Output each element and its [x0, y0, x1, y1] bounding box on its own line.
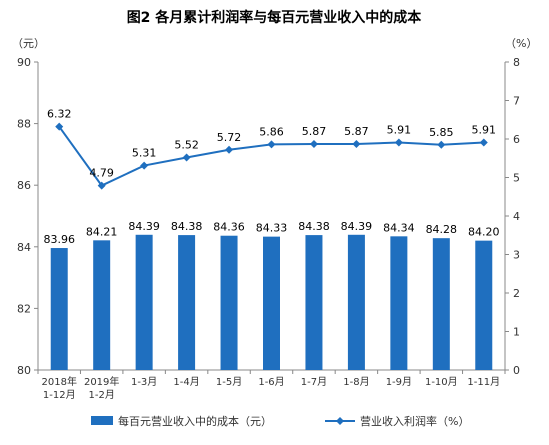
bar-data-label: 84.39 [341, 220, 373, 233]
x-tick-label: 1-11月 [467, 376, 500, 388]
line-point-marker [479, 138, 488, 147]
line-data-label: 5.31 [132, 147, 157, 160]
line-point-marker [55, 122, 64, 131]
bar [432, 238, 450, 370]
legend-line-label: 营业收入利润率（%） [360, 414, 469, 428]
left-tick-label: 86 [17, 179, 31, 192]
x-tick-label: 1-9月 [386, 376, 412, 388]
x-tick-label: 1-2月 [89, 389, 115, 401]
line-data-label: 5.87 [344, 125, 369, 138]
legend: 每百元营业收入中的成本（元） 营业收入利润率（%） [91, 414, 469, 428]
x-tick-label: 1-3月 [131, 376, 157, 388]
chart-title: 图2 各月累计利润率与每百元营业收入中的成本 [127, 9, 423, 26]
line-data-label: 6.32 [47, 108, 72, 121]
bar [135, 234, 153, 370]
right-tick-label: 4 [513, 210, 520, 223]
bar [390, 236, 408, 370]
bar-data-label: 84.36 [213, 221, 245, 234]
line-data-label: 5.91 [387, 123, 412, 136]
right-tick-label: 8 [513, 56, 520, 69]
left-tick-label: 82 [17, 302, 31, 315]
line-point-marker [182, 153, 191, 162]
line-data-label: 5.91 [472, 123, 497, 136]
bar-data-label: 84.28 [426, 223, 458, 236]
bar [178, 235, 196, 370]
right-tick-label: 7 [513, 95, 520, 108]
x-tick-label: 1-6月 [258, 376, 284, 388]
legend-bar-swatch [91, 416, 113, 425]
bar-data-label: 83.96 [43, 233, 75, 246]
x-tick-label: 1-7月 [301, 376, 327, 388]
line-point-marker [309, 140, 318, 149]
bar [305, 235, 323, 370]
line-data-label: 5.86 [259, 125, 284, 138]
left-axis-unit: （元） [12, 37, 45, 50]
line-data-label: 5.87 [302, 125, 327, 138]
right-tick-label: 2 [513, 287, 520, 300]
line-point-marker [140, 161, 149, 170]
bar [347, 234, 365, 370]
line-point-marker [267, 140, 276, 149]
legend-bar-label: 每百元营业收入中的成本（元） [118, 414, 272, 428]
left-tick-label: 80 [17, 364, 31, 377]
line-data-label: 5.85 [429, 126, 454, 139]
line-data-label: 5.52 [174, 138, 199, 151]
x-tick-label: 1-12月 [43, 389, 76, 401]
bar-data-label: 84.39 [128, 220, 160, 233]
x-tick-label: 2019年 [84, 375, 119, 388]
x-tick-label: 1-5月 [216, 376, 242, 388]
line-point-marker [394, 138, 403, 147]
line-data-label: 5.72 [217, 131, 242, 144]
left-tick-label: 90 [17, 56, 31, 69]
bar [263, 236, 280, 370]
line-point-marker [352, 140, 361, 149]
x-tick-label: 1-10月 [425, 376, 458, 388]
right-tick-label: 3 [513, 249, 520, 262]
bar-data-label: 84.38 [298, 220, 330, 233]
line-point-marker [225, 145, 234, 154]
right-axis-unit: （%） [505, 37, 537, 50]
legend-line-marker [336, 417, 344, 425]
left-tick-label: 88 [17, 118, 31, 131]
bar-data-label: 84.34 [383, 221, 415, 234]
right-tick-label: 1 [513, 326, 520, 339]
x-tick-label: 2018年 [42, 375, 77, 388]
bar [475, 240, 493, 370]
bar [220, 235, 238, 370]
bar-data-label: 84.20 [468, 226, 500, 239]
right-tick-label: 0 [513, 364, 520, 377]
left-tick-label: 84 [17, 241, 31, 254]
bar-data-label: 84.21 [86, 225, 118, 238]
bar-data-label: 84.38 [171, 220, 203, 233]
x-tick-label: 1-8月 [343, 376, 369, 388]
bar [93, 240, 111, 370]
line-point-marker [437, 140, 446, 149]
right-tick-label: 6 [513, 133, 520, 146]
bar [50, 248, 68, 370]
line-point-marker [97, 181, 106, 190]
right-tick-label: 5 [513, 172, 520, 185]
line-data-label: 4.79 [89, 167, 114, 180]
bar-data-label: 84.33 [256, 222, 288, 235]
x-tick-label: 1-4月 [173, 376, 199, 388]
